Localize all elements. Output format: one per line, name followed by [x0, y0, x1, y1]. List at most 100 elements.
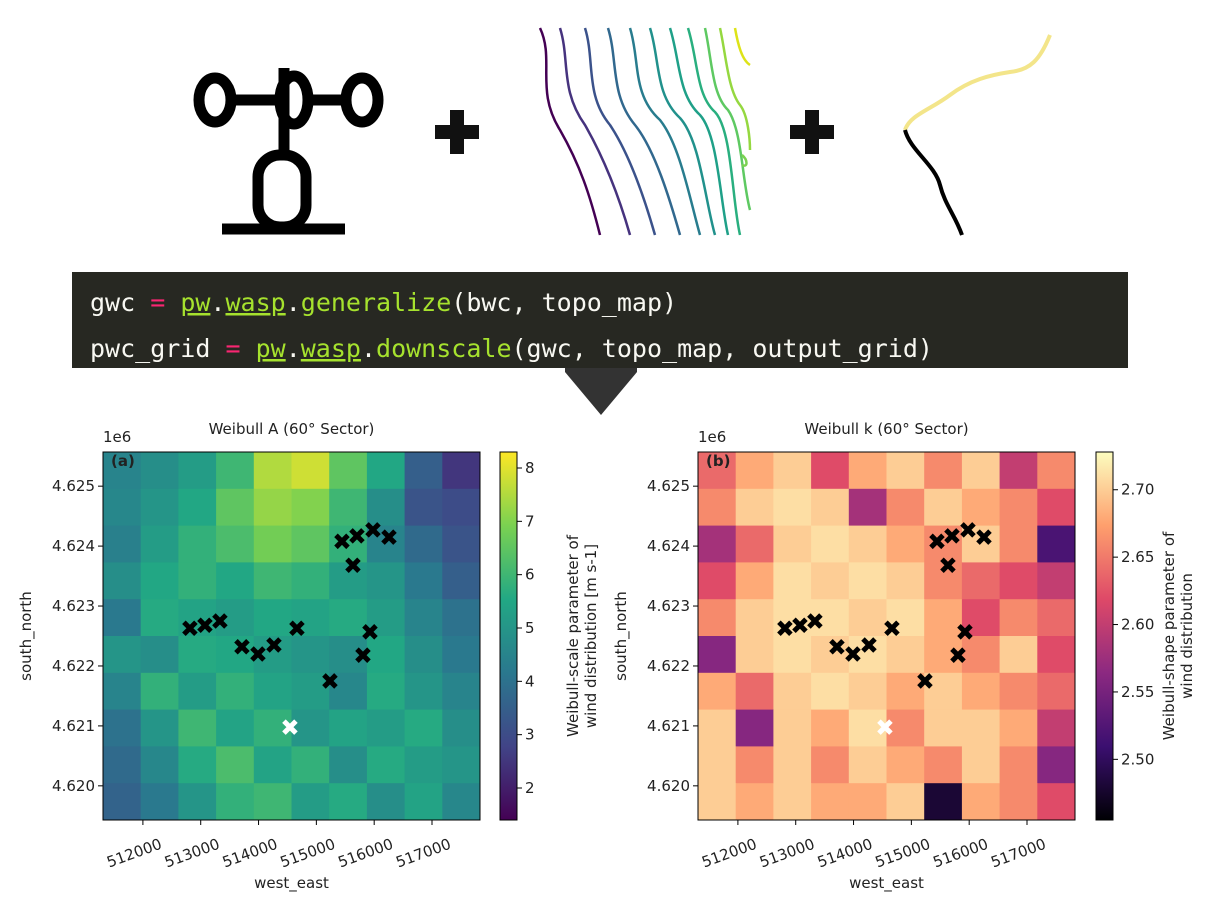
heatmap-cell: [698, 488, 737, 527]
heatmap-cell: [216, 488, 255, 527]
chart-title: Weibull k (60° Sector): [804, 420, 968, 438]
heatmap-cell: [366, 783, 406, 821]
heatmap-cell: [886, 562, 925, 600]
turbine-marker: [212, 613, 228, 629]
colorbar: [1095, 451, 1114, 821]
turbine-marker: [289, 620, 305, 636]
heatmap-cell: [404, 562, 443, 600]
turbine-marker: [345, 557, 361, 574]
y-tick-label: 4.620: [52, 777, 95, 795]
heatmap-cell: [961, 452, 1001, 490]
heatmap-cell: [404, 452, 443, 490]
x-tick-label: 515000: [873, 835, 933, 872]
heatmap-cell: [140, 672, 179, 711]
turbine-marker: [349, 528, 365, 544]
heatmap-cell: [848, 672, 887, 711]
heatmap-cell: [178, 672, 217, 711]
x-tick-label: 513000: [757, 835, 817, 872]
heatmap-cell: [329, 783, 368, 821]
heatmap-cell: [404, 746, 443, 784]
plot-frame: [102, 451, 481, 821]
heatmap-cell: [366, 636, 406, 674]
code-token: wasp: [225, 288, 285, 317]
heatmap-cell: [773, 525, 812, 563]
heatmap-cell: [291, 746, 330, 784]
heatmap-cell: [140, 488, 179, 527]
heatmap-cell: [103, 746, 142, 784]
x-axis-label: west_east: [254, 874, 329, 893]
x-tick-label: 514000: [815, 835, 875, 872]
heatmap-cell: [1037, 672, 1076, 711]
heatmap-cell: [773, 562, 812, 600]
heatmap-cell: [848, 562, 887, 600]
heatmap-cell: [291, 783, 330, 821]
heatmap-cell: [961, 488, 1001, 527]
turbine-marker: [322, 673, 338, 689]
heatmap-cell: [291, 672, 330, 711]
turbine-marker: [884, 620, 900, 636]
code-token: gwc: [90, 288, 135, 317]
turbine-marker: [250, 646, 266, 662]
heatmap-cell: [999, 599, 1038, 637]
y-tick-label: 4.623: [52, 597, 95, 615]
heatmap-cell: [329, 488, 368, 527]
heatmap-cell: [216, 783, 255, 821]
y-tick-label: 4.620: [647, 777, 690, 795]
y-tick-label: 4.624: [52, 537, 95, 555]
heatmap-cell: [253, 783, 292, 821]
heatmap-cell: [886, 709, 925, 747]
heatmap-cell: [886, 452, 925, 490]
heatmap-cell: [103, 488, 142, 527]
colorbar-tick-label: 4: [525, 672, 535, 690]
turbine-marker: [182, 620, 198, 636]
colorbar-tick-label: 2: [525, 779, 535, 797]
heatmap-cell: [961, 672, 1001, 711]
heatmap-cell: [442, 452, 481, 490]
heatmap-cell: [999, 525, 1038, 563]
heatmap-cell: [366, 452, 406, 490]
heatmap-cell: [735, 672, 774, 711]
colorbar-tick-label: 5: [525, 619, 535, 637]
heatmap-cell: [329, 672, 368, 711]
heatmap-cell: [291, 488, 330, 527]
heatmap-cell: [924, 783, 963, 821]
heatmap-cell: [140, 562, 179, 600]
heatmap-cell: [140, 709, 179, 747]
heatmap-cell: [1037, 636, 1076, 674]
code-token: .: [286, 334, 301, 363]
heatmap-cell: [886, 636, 925, 674]
heatmap-cell: [886, 746, 925, 784]
heatmap-cell: [442, 525, 481, 563]
heatmap-cell: [924, 599, 963, 637]
turbine-marker: [807, 613, 823, 629]
heatmap-cell: [735, 599, 774, 637]
heatmap-cell: [178, 562, 217, 600]
code-token: .: [361, 334, 376, 363]
code-token: =: [135, 288, 180, 317]
heatmap-cell: [178, 709, 217, 747]
heatmap-cell: [291, 452, 330, 490]
heatmap-cell: [291, 562, 330, 600]
turbine-marker: [381, 529, 397, 545]
turbine-marker: [282, 719, 298, 735]
heatmap-cell: [999, 709, 1038, 747]
heatmap-cell: [103, 525, 142, 563]
turbine-marker: [944, 528, 960, 544]
heatmap-cell: [848, 525, 887, 563]
heatmap-cell: [999, 672, 1038, 711]
contour-icon: [538, 27, 752, 236]
heatmap-cell: [735, 636, 774, 674]
code: gwc = pw.wasp.generalize(bwc, topo_map)p…: [90, 288, 933, 363]
heatmap-cell: [253, 452, 292, 490]
colorbar-tick-label: 6: [525, 566, 535, 584]
heatmap-cell: [404, 709, 443, 747]
heatmap-cell: [291, 525, 330, 563]
heatmap-cell: [291, 709, 330, 747]
x-axis-label: west_east: [849, 874, 924, 893]
colorbar-tick-label: 2.50: [1121, 750, 1154, 768]
heatmap-cell: [924, 488, 963, 527]
heatmap-cell: [216, 672, 255, 711]
heatmap-cell: [442, 599, 481, 637]
heatmap-cell: [735, 452, 774, 490]
